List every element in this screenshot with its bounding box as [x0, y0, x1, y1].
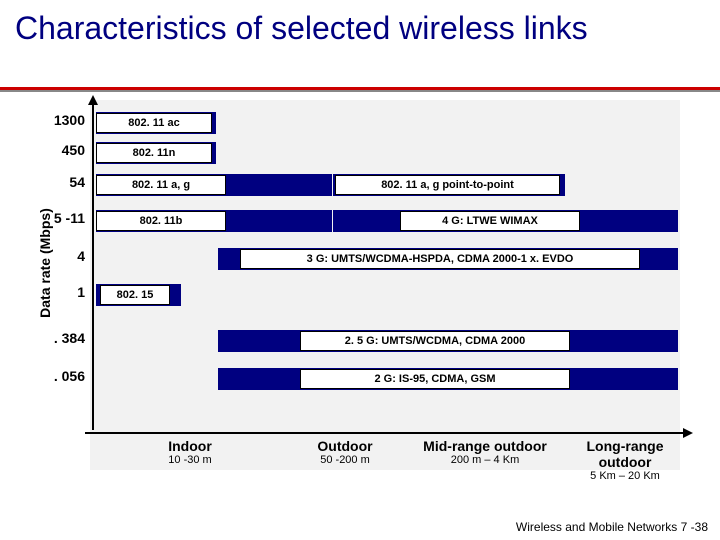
page-title: Characteristics of selected wireless lin…: [0, 0, 720, 47]
title-shadow: [0, 90, 720, 92]
y-tick: . 056: [25, 368, 85, 384]
x-category-label: Mid-range outdoor: [420, 438, 550, 454]
footer-page: 7 -38: [681, 520, 708, 534]
footer-text: Wireless and Mobile Networks: [516, 520, 677, 534]
y-tick: 54: [25, 174, 85, 190]
bar-label: 802. 11b: [96, 211, 226, 231]
x-axis-arrow: [85, 428, 693, 438]
x-category: Long-range outdoor5 Km – 20 Km: [560, 438, 690, 482]
bar-label: 802. 15: [100, 285, 170, 305]
y-tick: 450: [25, 142, 85, 158]
x-category-label: Indoor: [140, 438, 240, 454]
y-tick: 4: [25, 248, 85, 264]
bar-label: 802. 11 ac: [96, 113, 212, 133]
y-tick: 1300: [25, 112, 85, 128]
footer: Wireless and Mobile Networks 7 -38: [516, 520, 708, 534]
x-category-sub: 200 m – 4 Km: [420, 454, 550, 466]
bar-label: 802. 11n: [96, 143, 212, 163]
bar-label: 3 G: UMTS/WCDMA-HSPDA, CDMA 2000-1 x. EV…: [240, 249, 640, 269]
bar-label: 2 G: IS-95, CDMA, GSM: [300, 369, 570, 389]
x-category-sub: 10 -30 m: [140, 454, 240, 466]
x-category: Outdoor50 -200 m: [290, 438, 400, 466]
y-tick: 5 -11: [25, 210, 85, 226]
x-category-label: Long-range outdoor: [560, 438, 690, 470]
bar-label: 2. 5 G: UMTS/WCDMA, CDMA 2000: [300, 331, 570, 351]
bar-label: 802. 11 a, g point-to-point: [335, 175, 560, 195]
x-category: Indoor10 -30 m: [140, 438, 240, 466]
x-category-sub: 5 Km – 20 Km: [560, 470, 690, 482]
y-tick: 1: [25, 284, 85, 300]
x-category-label: Outdoor: [290, 438, 400, 454]
x-category-sub: 50 -200 m: [290, 454, 400, 466]
bar-label: 802. 11 a, g: [96, 175, 226, 195]
bar-label: 4 G: LTWE WIMAX: [400, 211, 580, 231]
x-category: Mid-range outdoor200 m – 4 Km: [420, 438, 550, 466]
y-tick: . 384: [25, 330, 85, 346]
